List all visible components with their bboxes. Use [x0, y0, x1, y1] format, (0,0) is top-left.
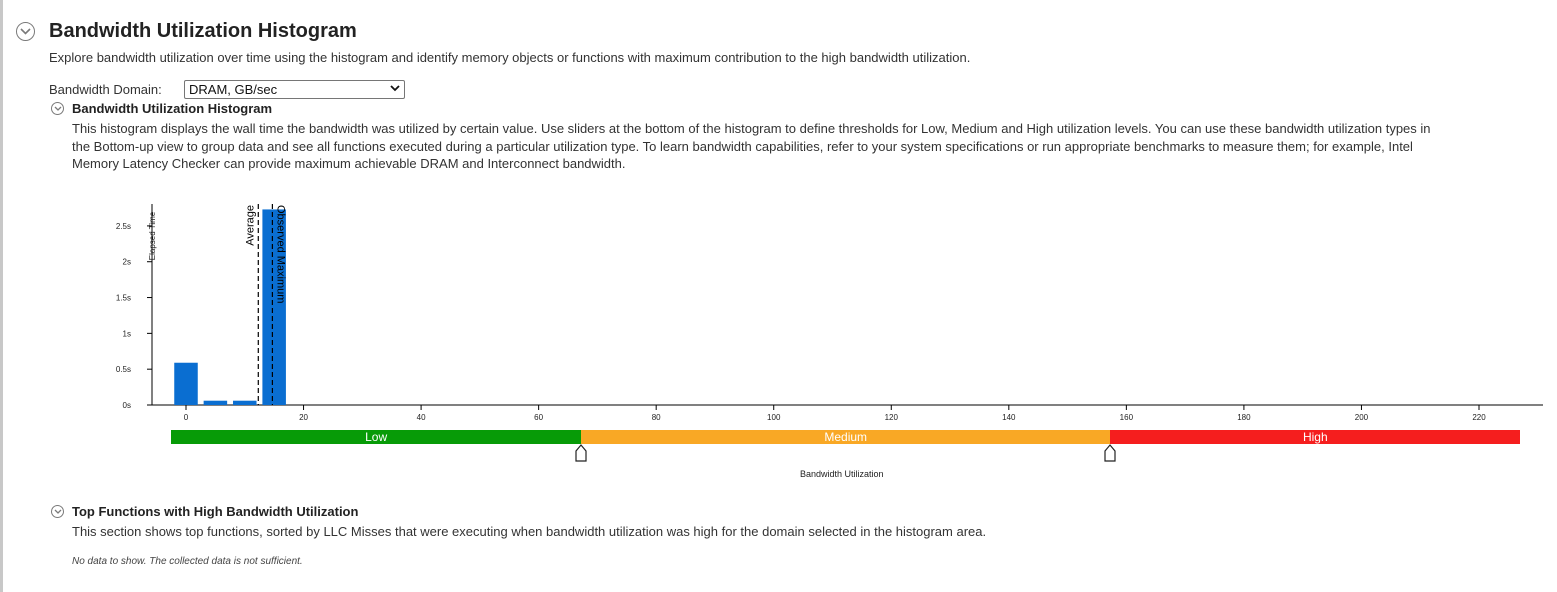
x-tick-label: 80 — [652, 413, 661, 422]
histogram-bar — [233, 400, 257, 405]
y-axis-label: Elapsed Time — [148, 211, 157, 260]
x-tick-label: 160 — [1120, 413, 1134, 422]
range-high-bar: High — [1110, 430, 1521, 444]
chevron-down-icon — [390, 85, 400, 92]
histogram-bar — [174, 362, 198, 405]
histogram-description-line: Memory Latency Checker can provide maxim… — [72, 156, 626, 171]
y-tick-label: 0s — [123, 401, 131, 410]
chevron-down-icon — [54, 509, 61, 514]
y-tick-label: 1s — [123, 329, 131, 338]
x-axis-label: Bandwidth Utilization — [800, 469, 884, 479]
domain-selected-value: DRAM, GB/sec — [189, 82, 278, 97]
no-data-message: No data to show. The collected data is n… — [72, 556, 303, 567]
y-tick-label: 0.5s — [116, 365, 131, 374]
domain-select[interactable]: DRAM, GB/sec — [184, 80, 405, 99]
top-functions-description: This section shows top functions, sorted… — [72, 524, 987, 539]
x-tick-label: 220 — [1472, 413, 1486, 422]
chevron-down-icon — [20, 28, 31, 35]
chevron-down-icon — [54, 106, 61, 111]
bandwidth-histogram-chart: 0s 0.5s 1s 1.5s 2s 2.5s 0 20 40 60 80 100 120 140 160 1… — [116, 204, 1543, 422]
histogram-description-line: the Bottom-up view to group data and see… — [72, 138, 1413, 154]
histogram-description-line: This histogram displays the wall time th… — [72, 121, 1431, 136]
x-tick-label: 180 — [1237, 413, 1251, 422]
low-medium-threshold-slider[interactable] — [575, 444, 587, 462]
histogram-bar — [203, 400, 228, 405]
medium-high-threshold-slider[interactable] — [1104, 444, 1117, 462]
page-description: Explore bandwidth utilization over time … — [49, 50, 971, 65]
x-tick-label: 200 — [1355, 413, 1369, 422]
top-functions-title: Top Functions with High Bandwidth Utiliz… — [72, 504, 359, 519]
range-medium-bar: Medium — [580, 430, 1111, 444]
domain-label: Bandwidth Domain: — [49, 82, 162, 97]
page-title: Bandwidth Utilization Histogram — [49, 20, 357, 42]
collapse-top-functions-button[interactable] — [51, 505, 64, 518]
x-tick-label: 60 — [534, 413, 543, 422]
x-tick-label: 0 — [184, 413, 189, 422]
y-tick-label: 2s — [123, 258, 131, 267]
x-tick-label: 120 — [885, 413, 899, 422]
slider-handle-icon — [1104, 444, 1117, 462]
collapse-section-button[interactable] — [16, 22, 35, 41]
histogram-bar — [262, 209, 286, 405]
x-tick-label: 40 — [417, 413, 426, 422]
y-tick-label: 2.5s — [116, 222, 131, 231]
y-tick-label: 1.5s — [116, 294, 131, 303]
range-low-bar: Low — [171, 430, 581, 444]
x-tick-label: 100 — [767, 413, 781, 422]
x-tick-label: 20 — [299, 413, 308, 422]
left-border — [0, 0, 3, 592]
x-tick-label: 140 — [1002, 413, 1016, 422]
slider-handle-icon — [575, 444, 587, 462]
range-high-label: High — [1302, 430, 1328, 444]
marker-label: Observed Maximum — [274, 205, 286, 303]
marker-label: Average — [244, 205, 256, 246]
collapse-histogram-button[interactable] — [51, 102, 64, 115]
range-medium-label: Medium — [824, 430, 868, 444]
histogram-section-title: Bandwidth Utilization Histogram — [72, 101, 273, 116]
range-low-label: Low — [365, 430, 388, 444]
